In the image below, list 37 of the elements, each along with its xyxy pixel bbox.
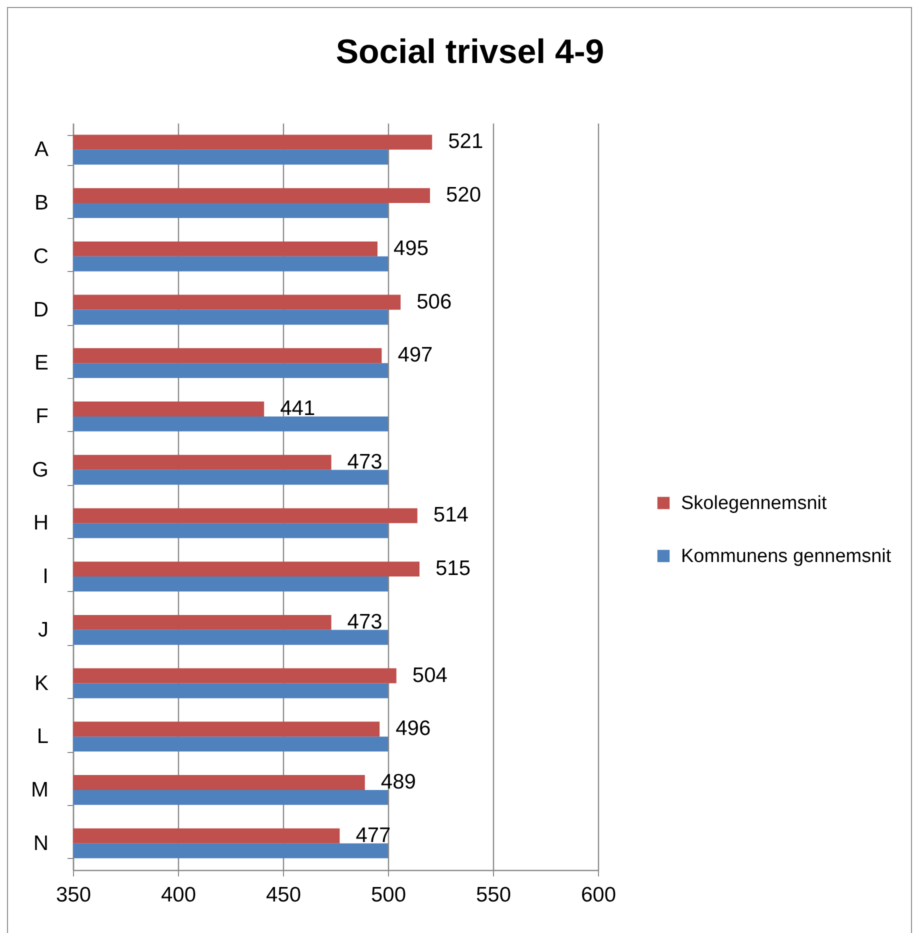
y-tick-label: D — [33, 298, 48, 322]
y-tick-label: I — [42, 565, 48, 588]
y-tick-label: H — [33, 512, 48, 535]
data-label: 473 — [347, 450, 382, 474]
y-tick-label: N — [33, 832, 48, 855]
legend-label: Kommunens gennemsnit — [681, 546, 892, 567]
data-label: 473 — [347, 610, 382, 634]
data-label: 521 — [448, 130, 484, 154]
x-tick-label: 350 — [56, 884, 92, 906]
x-tick-label: 450 — [266, 884, 302, 906]
y-tick-label: C — [33, 244, 48, 268]
x-tick-label: 400 — [160, 884, 196, 906]
y-tick-label: K — [34, 672, 48, 695]
y-tick-label: A — [34, 138, 48, 162]
data-label: 477 — [356, 824, 391, 847]
y-tick-label: M — [31, 778, 48, 802]
data-label: 504 — [412, 664, 448, 687]
data-label: 441 — [280, 396, 316, 420]
data-label: 497 — [398, 344, 433, 367]
y-tick-label: G — [32, 458, 48, 482]
data-label: 515 — [436, 557, 471, 580]
chart-title: Social trivsel 4-9 — [336, 33, 604, 71]
x-tick-label: 550 — [476, 884, 512, 906]
x-tick-label: 500 — [370, 884, 406, 906]
legend-label: Skolegennemsnit — [681, 493, 828, 514]
data-label: 495 — [394, 236, 429, 260]
data-label: 514 — [433, 504, 469, 527]
data-label: 506 — [416, 290, 452, 314]
y-tick-label: L — [36, 725, 48, 748]
data-label: 520 — [446, 184, 482, 207]
data-label: 496 — [396, 717, 431, 740]
y-tick-label: B — [34, 192, 48, 215]
y-tick-label: F — [36, 404, 48, 428]
y-tick-label: E — [34, 352, 48, 375]
y-tick-label: J — [38, 618, 48, 642]
x-tick-label: 600 — [580, 884, 616, 906]
data-label: 489 — [380, 770, 416, 794]
